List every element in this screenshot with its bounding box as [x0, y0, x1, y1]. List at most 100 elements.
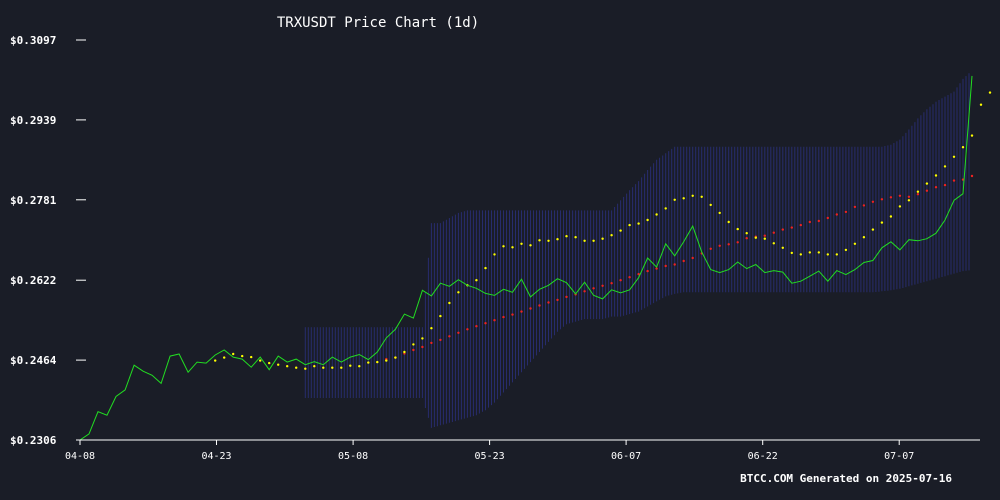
ma20-point: [574, 236, 577, 239]
ma20-point: [367, 361, 370, 364]
ma50-point: [664, 264, 667, 268]
ma20-point: [349, 364, 352, 367]
ma20-point: [268, 361, 271, 365]
ma20-point: [448, 301, 451, 305]
y-tick-label: $0.2939: [10, 114, 56, 127]
ma20-point: [646, 218, 649, 222]
ma50-point: [934, 186, 938, 189]
x-tick-label: 04-23: [201, 451, 231, 462]
ma20-point: [259, 359, 262, 362]
ma20-point: [862, 236, 866, 239]
ma20-point: [322, 366, 325, 369]
ma50-point: [439, 338, 442, 342]
ma50-point: [637, 272, 640, 276]
ma20-point: [763, 237, 766, 240]
ma20-point: [781, 246, 784, 249]
x-tick-label: 04-08: [65, 451, 95, 462]
price-line: [79, 75, 973, 441]
ma20-point: [214, 359, 217, 362]
ma20-point: [808, 251, 811, 254]
chart-footer: BTCC.COM Generated on 2025-07-16: [740, 472, 952, 485]
ma20-point: [970, 134, 974, 137]
ma50-point: [835, 213, 838, 216]
ma20-point: [331, 366, 334, 369]
ma20-point: [286, 365, 289, 368]
ma20-point: [709, 203, 712, 207]
ma20-point: [619, 229, 622, 232]
ma50-point: [925, 189, 929, 192]
ma20-point: [736, 227, 739, 231]
ma20-point: [529, 244, 532, 247]
ma50-point: [808, 220, 811, 224]
ma20-point: [250, 355, 253, 359]
ma50-point: [511, 313, 514, 316]
ma50-point: [583, 290, 586, 293]
ma20-point: [340, 366, 343, 369]
ma50-point: [745, 237, 748, 240]
ma20-point: [673, 198, 676, 201]
price-series: [79, 75, 973, 441]
ma20-point: [538, 239, 541, 242]
ma50-point: [943, 183, 947, 187]
ma20-point: [889, 215, 893, 218]
ma20-point: [943, 165, 947, 168]
y-tick-label: $0.2306: [10, 434, 57, 447]
ma50-point: [448, 335, 451, 338]
ma20-point: [592, 239, 595, 242]
ma20-point: [934, 174, 938, 177]
bollinger-band-area: [304, 73, 970, 428]
ma20-point: [502, 245, 505, 248]
y-tick-label: $0.2464: [10, 354, 57, 367]
ma20-point: [358, 365, 361, 368]
ma50-point: [916, 193, 920, 196]
ma50-point: [655, 267, 658, 270]
ma20-point: [790, 251, 793, 255]
ma20-point: [754, 236, 757, 239]
ma50-point: [844, 210, 848, 214]
ma50-point: [817, 219, 820, 223]
ma50-point: [691, 256, 694, 260]
ma20-point: [277, 363, 280, 366]
ma50-point: [763, 234, 766, 237]
ma50-point: [610, 282, 613, 285]
ma50-point: [718, 244, 721, 247]
ma20-point: [520, 242, 523, 245]
ma20-point: [988, 91, 992, 94]
ma20-point: [412, 343, 415, 346]
ma20-point: [376, 360, 379, 364]
ma20-point: [583, 239, 586, 242]
y-tick-label: $0.3097: [10, 34, 56, 47]
ma20-point: [961, 146, 965, 149]
ma20-point: [682, 197, 685, 200]
ma50-point: [466, 328, 469, 331]
ma50-point: [790, 226, 793, 229]
ma20-point: [637, 222, 640, 225]
ma20-point: [493, 253, 496, 256]
ma20-point: [700, 195, 703, 198]
ma20-point: [916, 190, 920, 193]
ma50-point: [781, 228, 784, 231]
ma20-point: [304, 367, 307, 370]
ma20-point: [772, 242, 775, 245]
ma20-point: [844, 248, 848, 252]
ma20-point: [826, 253, 829, 256]
ma20-point: [232, 352, 235, 356]
x-tick-label: 06-22: [748, 451, 778, 462]
ma50-point: [772, 231, 775, 234]
ma20-point: [898, 205, 902, 208]
ma50-point: [736, 241, 739, 244]
ma50-point: [412, 348, 415, 352]
ma50-point: [862, 204, 866, 207]
ma20-point: [241, 354, 244, 358]
ma50-point: [538, 304, 541, 307]
ma20-point: [394, 356, 397, 359]
ma20-point: [835, 253, 838, 256]
ma50-point: [421, 345, 424, 349]
ma20-point: [691, 194, 694, 197]
ma50-point: [853, 205, 857, 209]
ma50-point: [457, 331, 460, 334]
ma50-point: [493, 319, 496, 322]
ma20-point: [727, 220, 730, 224]
